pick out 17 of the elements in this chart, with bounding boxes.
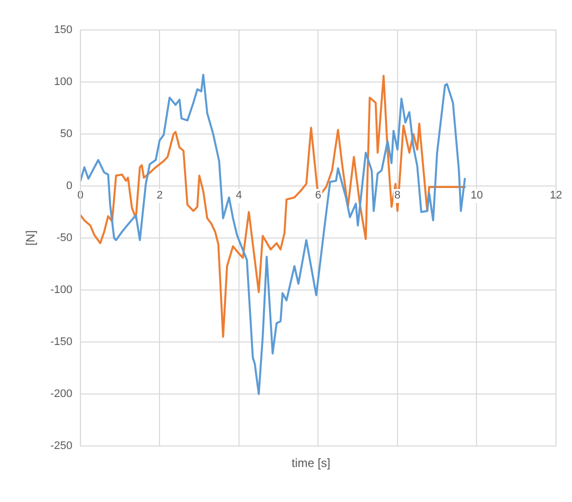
x-tick-label: 8 [394,190,401,202]
y-tick-label: -200 [50,388,72,400]
x-tick-label: 4 [236,190,242,202]
x-tick-label: 12 [550,190,562,202]
y-tick-label: -150 [50,336,72,348]
y-tick-label: 0 [66,180,72,192]
y-axis-title: [N] [24,230,38,246]
x-tick-label: 10 [470,190,483,202]
y-tick-label: -250 [50,440,72,452]
x-axis-title: time [s] [290,456,332,470]
x-tick-label: 2 [156,190,163,202]
y-tick-label: 150 [54,24,72,36]
y-tick-label: -100 [50,284,72,296]
x-tick-label: 0 [77,190,84,202]
y-tick-label: -50 [56,232,72,244]
y-tick-label: 50 [60,128,72,140]
y-tick-label: 100 [54,76,72,88]
